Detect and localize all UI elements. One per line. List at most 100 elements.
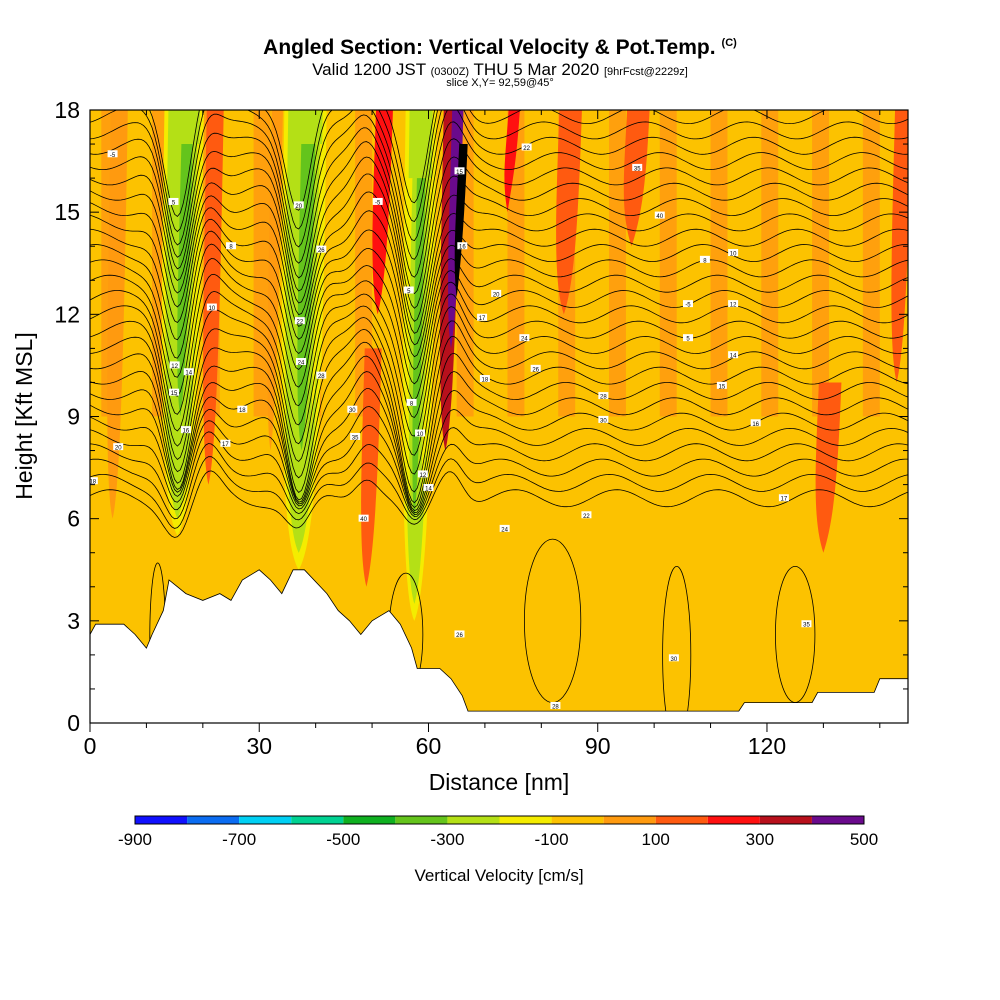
isentrope-label-text: -5 — [685, 303, 691, 309]
colorbar-label: 500 — [850, 830, 878, 849]
isentrope-label: 22 — [521, 143, 532, 152]
isentrope-label-bg — [417, 470, 428, 478]
colorbar-label: -300 — [430, 830, 464, 849]
isentrope-label: 16 — [750, 419, 761, 428]
axes: 0 30 60 90 120 0 3 6 9 12 15 18 — [54, 97, 908, 759]
isentrope-label-text: 8 — [410, 401, 414, 407]
y-tick-label: 12 — [54, 301, 80, 327]
isentrope-label-bg — [168, 197, 179, 205]
colorbar-swatch — [707, 816, 760, 824]
isentrope-label-bg — [598, 415, 609, 423]
x-tick-label: 90 — [585, 733, 611, 759]
colorbar-label: -500 — [326, 830, 360, 849]
isentrope-label: 24 — [519, 334, 530, 343]
isentrope-label-text: 18 — [482, 378, 489, 384]
isentrope-label-text: 12 — [171, 364, 178, 370]
isentrope-label-text: 5 — [407, 289, 411, 295]
field-band — [513, 442, 531, 723]
y-tick-label: 18 — [54, 97, 80, 123]
colorbar-swatch — [395, 816, 448, 824]
colorbar-label: 100 — [642, 830, 670, 849]
isentrope-label: 18 — [237, 405, 248, 414]
isentrope-closed — [662, 565, 692, 723]
isentrope-label: 40 — [358, 514, 369, 523]
colorbar-swatch — [603, 816, 656, 824]
isentrope-label: 22 — [581, 511, 592, 520]
isentrope-label-bg — [169, 361, 180, 369]
colorbar-swatch — [187, 816, 240, 824]
x-tick-label: 0 — [84, 733, 97, 759]
colorbar-swatch — [291, 816, 344, 824]
updraft-column — [107, 110, 128, 519]
isentrope-label-text: 22 — [583, 514, 590, 520]
isentrope-label: 22 — [294, 317, 305, 326]
isentrope-label-bg — [406, 398, 417, 406]
isentrope-label-text: 20 — [493, 292, 500, 298]
isentrope-label-text: 26 — [532, 367, 539, 373]
isentrope-label-bg — [632, 163, 643, 171]
isentrope-line — [90, 138, 908, 295]
isentrope-line — [90, 243, 908, 378]
colorbar-swatch — [811, 816, 864, 824]
isentrope-line — [90, 156, 908, 309]
isentrope-label-bg — [682, 300, 693, 308]
isentrope-label-text: 15 — [456, 170, 463, 176]
field-band — [851, 465, 869, 723]
slice-info: slice X,Y= 92,59@45° — [446, 77, 554, 89]
isentrope-label-bg — [598, 392, 609, 400]
isentrope-label-text: -5 — [375, 200, 381, 206]
isentrope-line — [90, 110, 908, 248]
isentrope-label: 26 — [530, 364, 541, 373]
isentrope-label-text: -5 — [110, 153, 116, 159]
isentrope-label-text: 40 — [360, 517, 367, 523]
isentrope-label-bg — [350, 432, 361, 440]
isentrope-label-text: 30 — [349, 408, 356, 414]
updraft-column — [556, 110, 582, 315]
isentrope-label-bg — [728, 249, 739, 257]
isentrope-label-bg — [316, 371, 327, 379]
isentrope-label-text: 26 — [318, 248, 325, 254]
isentrope-label: 24 — [295, 358, 306, 367]
isentrope-label-bg — [550, 701, 561, 709]
isentrope-label: 17 — [220, 439, 231, 448]
isentrope-label-bg — [107, 150, 118, 158]
isentrope-label: 5 — [168, 197, 179, 206]
isentrope-label-bg — [491, 289, 502, 297]
isentrope-line — [90, 121, 908, 279]
field-band — [862, 110, 880, 417]
chart-subtitle: Valid 1200 JST (0300Z) THU 5 Mar 2020 [9… — [312, 60, 688, 79]
isentrope-label-bg — [581, 511, 592, 519]
isentrope-label-bg — [477, 313, 488, 321]
isentrope-line — [90, 371, 908, 509]
terrain-mask — [90, 569, 908, 723]
isentrope-label-text: 17 — [479, 316, 486, 322]
field-band — [710, 433, 728, 723]
isentrope-label-text: 16 — [459, 245, 466, 251]
isentrope-label-bg — [169, 388, 180, 396]
field-band — [253, 110, 271, 417]
isentrope-label-text: 15 — [718, 384, 725, 390]
isentrope-label-bg — [778, 494, 789, 502]
isentrope-label-text: 15 — [171, 391, 178, 397]
isentrope-label-bg — [358, 514, 369, 522]
updraft-column — [454, 144, 468, 298]
field-band — [738, 515, 756, 723]
isentrope-label: 15 — [169, 388, 180, 397]
field-band — [682, 516, 700, 723]
isentrope-label-bg — [521, 143, 532, 151]
isentrope-label-text: 24 — [298, 361, 305, 367]
isentrope-label-text: 24 — [501, 527, 508, 533]
isentrope-label: 30 — [668, 654, 679, 663]
isentrope-line — [90, 335, 908, 493]
isentrope-label-text: 10 — [730, 252, 737, 258]
isentrope-label-bg — [293, 201, 304, 209]
isentrope-label-text: 18 — [89, 480, 96, 486]
isentrope-line — [90, 293, 908, 447]
y-tick-label: 15 — [54, 199, 80, 225]
isentrope-contours — [90, 110, 908, 723]
field-band — [541, 498, 559, 723]
isentrope-label: 28 — [598, 392, 609, 401]
colorbar-swatch — [759, 816, 812, 824]
updraft-column — [203, 110, 224, 485]
isentrope-label-bg — [457, 242, 468, 250]
